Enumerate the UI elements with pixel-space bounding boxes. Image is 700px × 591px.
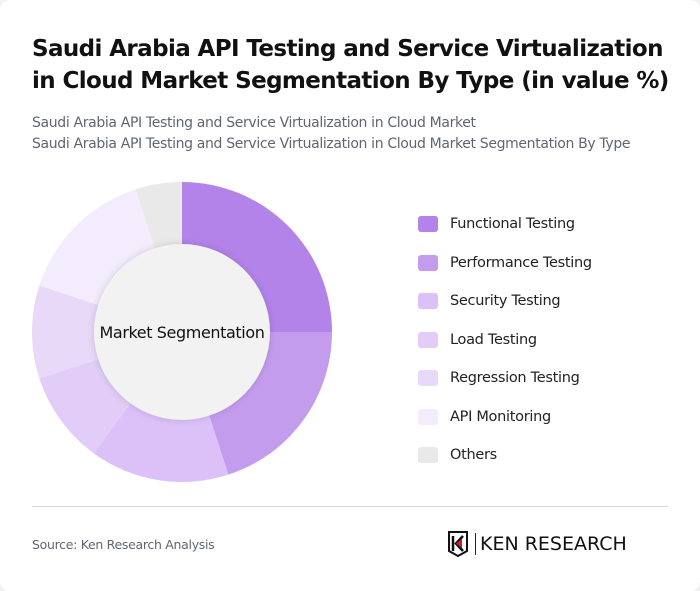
legend-item-load-testing[interactable]: Load Testing [418,321,592,360]
donut-chart [31,182,332,482]
legend-label: Performance Testing [450,254,592,271]
footer-divider [32,506,668,507]
center-label: Market Segmentation [99,322,265,342]
legend-swatch [418,293,438,310]
subtitle-line-2: Saudi Arabia API Testing and Service Vir… [32,136,631,152]
legend-label: Security Testing [450,293,561,310]
legend-item-others[interactable]: Others [418,436,592,475]
legend-label: Others [450,447,497,464]
ken-research-logo: KEN RESEARCH [447,531,627,557]
legend-swatch [418,370,438,387]
source-note: Source: Ken Research Analysis [32,537,215,552]
legend-item-functional-testing[interactable]: Functional Testing [418,205,592,244]
legend-swatch [418,408,438,425]
legend-item-performance-testing[interactable]: Performance Testing [418,244,592,283]
legend-swatch [418,254,438,271]
chart-title: Saudi Arabia API Testing and Service Vir… [32,36,669,94]
legend-item-security-testing[interactable]: Security Testing [418,282,592,321]
legend-item-regression-testing[interactable]: Regression Testing [418,359,592,398]
ken-research-logo-icon [448,531,468,557]
legend-label: API Monitoring [450,408,551,425]
subtitle-line-1: Saudi Arabia API Testing and Service Vir… [32,115,476,131]
legend-label: Regression Testing [450,370,580,387]
legend-swatch [418,216,438,233]
legend: Functional Testing Performance Testing S… [418,205,592,475]
legend-swatch [418,447,438,464]
legend-label: Functional Testing [450,216,575,233]
logo-text: KEN RESEARCH [480,533,627,555]
donut-hole [94,244,270,420]
legend-swatch [418,331,438,348]
legend-item-api-monitoring[interactable]: API Monitoring [418,398,592,437]
chart-subtitle: Saudi Arabia API Testing and Service Vir… [32,113,682,155]
legend-label: Load Testing [450,331,537,348]
logo-separator [475,533,476,555]
